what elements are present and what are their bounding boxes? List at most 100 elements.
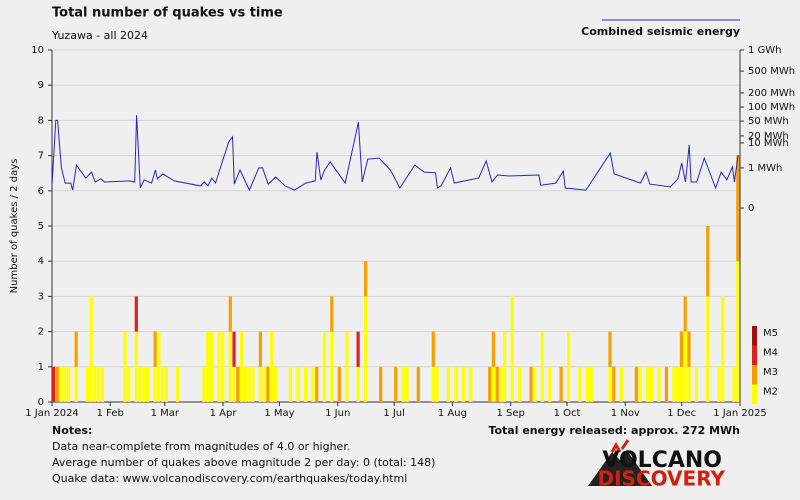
bar-segment xyxy=(416,366,420,402)
energy-line xyxy=(51,115,739,192)
bar-segment xyxy=(721,296,725,402)
y-tick-label: 3 xyxy=(38,291,44,302)
bar-segment xyxy=(736,261,740,402)
bar-segment xyxy=(322,331,326,402)
bar-segment xyxy=(540,331,544,402)
bar-segment xyxy=(100,366,105,402)
x-tick-label: 1 Mar xyxy=(151,408,180,419)
bar-segment xyxy=(247,366,251,402)
bar-segment xyxy=(488,366,492,402)
bar-segment xyxy=(161,366,165,402)
bar-segment xyxy=(232,366,236,402)
bar-segment xyxy=(97,366,101,402)
logo: VOLCANO DISCOVERY xyxy=(588,439,726,491)
bar-segment xyxy=(145,366,150,402)
bar-segment xyxy=(732,366,736,402)
y2-tick-label: 1 GWh xyxy=(748,45,782,56)
bar-segment xyxy=(548,366,552,402)
bar-segment xyxy=(356,331,360,367)
bar-segment xyxy=(55,366,59,402)
bar-segment xyxy=(676,366,680,402)
legend-label: M4 xyxy=(763,348,778,359)
bar-segment xyxy=(311,366,315,402)
bar-segment xyxy=(687,331,691,367)
bar-segment xyxy=(736,155,740,262)
bar-segment xyxy=(74,331,78,367)
bar-segment xyxy=(364,296,368,402)
y-tick-label: 1 xyxy=(38,362,44,373)
bar-segment xyxy=(529,366,533,402)
bar-segment xyxy=(142,366,146,402)
bar-segment xyxy=(270,331,274,402)
bar-segment xyxy=(221,331,225,402)
notes-line: Data near-complete from magnitudes of 4.… xyxy=(52,440,350,453)
y-tick-label: 4 xyxy=(38,256,44,267)
bar-segment xyxy=(134,331,138,402)
bar-segment xyxy=(469,366,473,402)
bar-segment xyxy=(510,296,514,402)
bar-segment xyxy=(236,366,240,402)
bar-segment xyxy=(153,331,157,367)
bar-segment xyxy=(176,366,180,402)
bar-segment xyxy=(273,366,278,402)
y2-tick-label: 200 MWh xyxy=(748,88,795,99)
y2-tick-label: 1 MWh xyxy=(748,163,782,174)
bar-segment xyxy=(405,366,409,402)
logo-text: VOLCANO xyxy=(602,448,722,473)
bar-segment xyxy=(518,366,522,402)
bar-segment xyxy=(559,366,563,402)
y-tick-label: 5 xyxy=(38,221,44,232)
bar-segment xyxy=(589,366,593,402)
bar-segment xyxy=(431,366,435,402)
total-energy: Total energy released: approx. 272 MWh xyxy=(488,424,740,437)
y-tick-label: 7 xyxy=(38,151,44,162)
y-tick-label: 8 xyxy=(38,115,44,126)
bar-segment xyxy=(330,296,334,332)
bar-segment xyxy=(209,331,214,402)
logo-icon xyxy=(610,439,630,453)
bar-segment xyxy=(495,366,499,402)
bar-segment xyxy=(533,366,537,402)
bar-segment xyxy=(491,366,496,402)
bar-segment xyxy=(228,296,232,332)
chart-title: Total number of quakes vs time xyxy=(52,6,283,21)
bar-segment xyxy=(217,331,221,402)
bar-segment xyxy=(296,366,300,402)
bar-segment xyxy=(706,296,710,402)
bar-segment xyxy=(694,366,699,402)
legend-label: M2 xyxy=(763,387,778,398)
bar-segment xyxy=(239,331,244,402)
y2-tick-label: 100 MWh xyxy=(748,102,795,113)
bar-segment xyxy=(67,366,71,402)
x-tick-label: 1 Feb xyxy=(97,408,124,419)
bar-segment xyxy=(315,366,319,402)
bar-segment xyxy=(74,366,78,402)
y-tick-label: 9 xyxy=(38,80,44,91)
bar-segment xyxy=(706,226,710,297)
logo-icon xyxy=(588,452,652,486)
bar-segment xyxy=(228,331,232,402)
y2-tick-label: 0 xyxy=(748,203,754,214)
bar-segment xyxy=(243,366,247,402)
legend-swatch xyxy=(752,345,757,365)
bar-segment xyxy=(717,366,721,402)
bar-segment xyxy=(491,331,496,367)
bar-segment xyxy=(435,366,439,402)
bar-segment xyxy=(85,366,90,402)
legend-label: M5 xyxy=(763,328,778,339)
bar-segment xyxy=(262,366,266,402)
x-tick-label: 1 Nov xyxy=(611,408,640,419)
bar-segment xyxy=(431,331,435,367)
bar-segment xyxy=(612,366,616,402)
bar-segment xyxy=(232,331,236,367)
bar-segment xyxy=(123,331,127,402)
bar-segment xyxy=(683,331,687,402)
notes-line: Quake data: www.volcanodiscovery.com/ear… xyxy=(52,472,407,485)
bar-segment xyxy=(687,366,691,402)
bar-segment xyxy=(608,366,612,402)
bar-segment xyxy=(206,331,210,402)
energy-legend-label: Combined seismic energy xyxy=(581,25,740,38)
bar-segment xyxy=(638,366,642,402)
bar-segment xyxy=(356,366,360,402)
